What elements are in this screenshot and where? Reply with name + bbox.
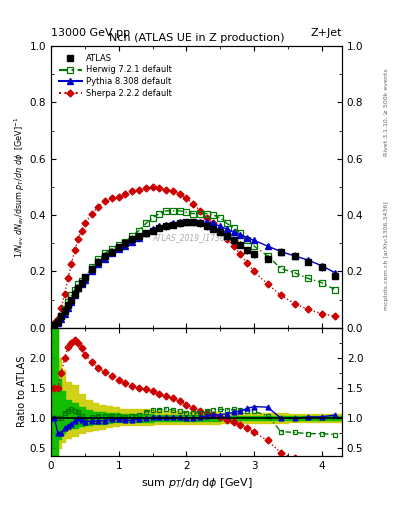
X-axis label: sum $p_T$/d$\eta$ d$\phi$ [GeV]: sum $p_T$/d$\eta$ d$\phi$ [GeV]	[141, 476, 252, 490]
Text: mcplots.cern.ch [arXiv:1306.3436]: mcplots.cern.ch [arXiv:1306.3436]	[384, 202, 389, 310]
Text: Rivet 3.1.10, ≥ 500k events: Rivet 3.1.10, ≥ 500k events	[384, 69, 389, 157]
Legend: ATLAS, Herwig 7.2.1 default, Pythia 8.308 default, Sherpa 2.2.2 default: ATLAS, Herwig 7.2.1 default, Pythia 8.30…	[55, 50, 175, 102]
Text: ATLAS_2019_I1736531: ATLAS_2019_I1736531	[153, 233, 240, 242]
Y-axis label: $1/N_{ev}\ dN_{ev}/\mathrm{dsum}\ p_T/d\eta\ d\phi\ \ [\mathrm{GeV}]^{-1}$: $1/N_{ev}\ dN_{ev}/\mathrm{dsum}\ p_T/d\…	[13, 116, 27, 258]
Y-axis label: Ratio to ATLAS: Ratio to ATLAS	[17, 356, 27, 428]
Text: Z+Jet: Z+Jet	[310, 28, 342, 38]
Title: Nch (ATLAS UE in Z production): Nch (ATLAS UE in Z production)	[109, 33, 284, 42]
Text: 13000 GeV pp: 13000 GeV pp	[51, 28, 130, 38]
